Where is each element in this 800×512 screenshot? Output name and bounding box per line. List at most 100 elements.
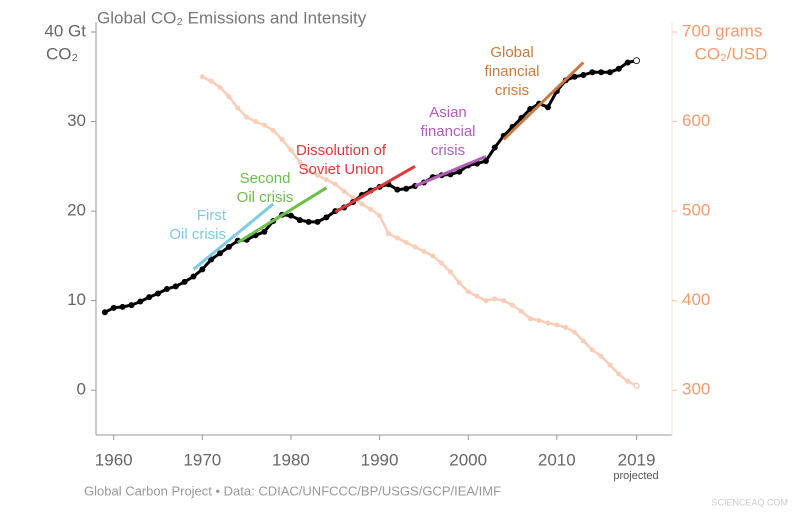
series-point xyxy=(350,195,356,201)
series-point xyxy=(527,316,533,322)
y2-axis-label: CO₂/USD xyxy=(695,44,768,63)
y-tick-label: 10 xyxy=(67,290,86,309)
trend-line xyxy=(192,202,275,271)
series-point xyxy=(208,256,215,263)
series-point xyxy=(270,128,276,134)
series-point xyxy=(501,298,507,304)
series-point xyxy=(323,214,330,221)
series-point xyxy=(616,371,622,377)
series-point xyxy=(146,294,153,301)
trend-label: Global xyxy=(490,44,533,61)
y-tick-label: 20 xyxy=(67,201,86,220)
series-point xyxy=(235,105,241,111)
series-point xyxy=(279,136,285,142)
series-point xyxy=(456,280,462,286)
series-point xyxy=(244,114,250,120)
series-point xyxy=(492,296,498,302)
y2-tick-label: 700 grams xyxy=(682,21,762,40)
series-point xyxy=(554,322,560,328)
series-point xyxy=(261,228,268,235)
series-point xyxy=(305,218,312,225)
series-point xyxy=(598,69,605,76)
footer: Global Carbon Project • Data: CDIAC/UNFC… xyxy=(84,483,501,498)
series-point xyxy=(439,260,445,266)
series-point xyxy=(536,317,542,323)
trend-label: financial xyxy=(420,123,475,140)
series-point xyxy=(287,212,294,219)
series-point xyxy=(509,302,515,308)
y2-tick-label: 600 xyxy=(682,111,710,130)
series-point xyxy=(217,250,224,257)
series-point xyxy=(332,181,338,187)
series-point xyxy=(491,144,498,151)
series-point xyxy=(296,217,303,224)
series-point xyxy=(288,147,294,153)
x-note: projected xyxy=(613,470,658,482)
series-point xyxy=(465,289,471,295)
y2-tick-label: 400 xyxy=(682,290,710,309)
series-point xyxy=(615,65,622,72)
series-point xyxy=(412,244,418,250)
x-tick-label: 1990 xyxy=(361,450,399,469)
series-point xyxy=(225,243,232,250)
trend-label: First xyxy=(197,207,227,224)
series-point xyxy=(137,298,144,305)
series-point xyxy=(607,362,613,368)
series-point xyxy=(341,188,347,194)
series-point xyxy=(101,309,108,316)
trend-label: crisis xyxy=(431,142,465,159)
series-point xyxy=(297,159,303,165)
y-tick-label: 40 Gt xyxy=(44,21,86,40)
series-point xyxy=(199,74,205,80)
y-tick-label: 30 xyxy=(67,111,86,130)
series-point xyxy=(181,278,188,285)
trend-label: Oil crisis xyxy=(237,189,294,206)
series-point xyxy=(598,353,604,359)
series-point xyxy=(580,71,587,78)
series-line xyxy=(201,75,638,387)
series-point xyxy=(155,290,162,297)
series-point xyxy=(314,218,321,225)
series-point xyxy=(306,168,312,174)
trend-label: Oil crisis xyxy=(169,226,226,243)
series-point xyxy=(377,213,383,219)
series-point xyxy=(563,325,569,331)
series-point xyxy=(315,172,321,178)
trend-label: Soviet Union xyxy=(298,161,383,178)
series-point xyxy=(430,253,436,259)
x-tick-label: 2010 xyxy=(538,450,576,469)
series-point xyxy=(403,239,409,245)
x-tick-label: 1960 xyxy=(95,450,133,469)
trend-label: Second xyxy=(240,170,291,187)
series-point xyxy=(421,248,427,254)
trend-line xyxy=(236,186,328,244)
series-point xyxy=(572,329,578,335)
x-tick-label: 2000 xyxy=(449,450,487,469)
series-point xyxy=(544,104,551,111)
series-point xyxy=(323,177,329,183)
series-point xyxy=(624,59,631,66)
series-point xyxy=(625,378,631,384)
series-point xyxy=(545,320,551,326)
series-point xyxy=(217,85,223,91)
x-tick-label: 2019 xyxy=(618,450,656,469)
series-line xyxy=(104,59,637,314)
series-point xyxy=(163,286,170,293)
series-point xyxy=(172,283,179,290)
series-point xyxy=(482,157,489,164)
x-tick-label: 1970 xyxy=(183,450,221,469)
series-point xyxy=(190,273,197,280)
y-tick-label: 0 xyxy=(77,380,86,399)
trend-label: Dissolution of xyxy=(296,142,387,159)
series-point xyxy=(518,308,524,314)
series-point xyxy=(368,206,374,212)
series-point xyxy=(359,201,365,207)
series-point xyxy=(119,303,126,310)
series-point xyxy=(606,69,613,76)
series-point xyxy=(474,293,480,299)
series-point xyxy=(199,266,206,273)
series-point xyxy=(633,57,641,65)
trend-line xyxy=(502,61,585,141)
chart-title: Global CO₂ Emissions and Intensity xyxy=(97,8,367,27)
trend-line xyxy=(334,165,416,214)
